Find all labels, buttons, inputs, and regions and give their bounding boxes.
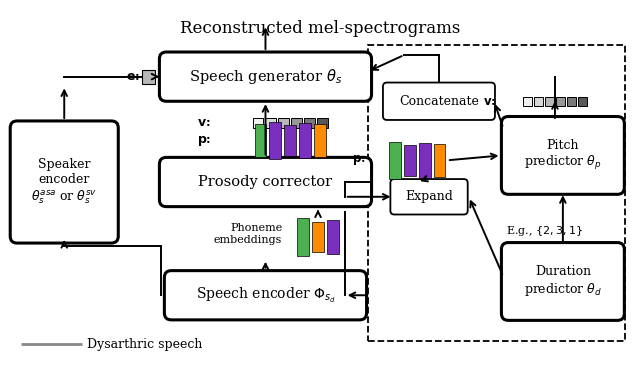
Text: $\mathbf{v}$:: $\mathbf{v}$:: [483, 95, 495, 108]
Bar: [524, 97, 532, 106]
Bar: [314, 124, 326, 157]
Bar: [567, 97, 576, 106]
Bar: [367, 45, 625, 341]
Bar: [556, 97, 565, 106]
Bar: [297, 218, 309, 256]
Text: Speaker
encoder
$\theta_s^{asa}$ or $\theta_s^{sv}$: Speaker encoder $\theta_s^{asa}$ or $\th…: [31, 158, 97, 206]
Text: $\mathbf{p}$:: $\mathbf{p}$:: [352, 153, 365, 167]
Text: $\mathbf{v}$:: $\mathbf{v}$:: [197, 116, 211, 130]
Bar: [389, 142, 401, 179]
FancyBboxPatch shape: [164, 270, 367, 320]
Bar: [266, 118, 276, 128]
Text: Phoneme
embeddings: Phoneme embeddings: [214, 223, 282, 245]
Text: Speech encoder $\Phi_{s_d}$: Speech encoder $\Phi_{s_d}$: [196, 286, 335, 305]
Text: $\mathbf{p}$:: $\mathbf{p}$:: [196, 134, 211, 148]
FancyBboxPatch shape: [10, 121, 118, 243]
Bar: [312, 222, 324, 252]
Bar: [534, 97, 543, 106]
Text: $\mathbf{e}$:: $\mathbf{e}$:: [125, 70, 140, 83]
FancyBboxPatch shape: [501, 243, 625, 320]
Bar: [304, 118, 315, 128]
FancyBboxPatch shape: [501, 116, 625, 194]
FancyBboxPatch shape: [159, 157, 372, 207]
Bar: [317, 118, 328, 128]
Bar: [404, 145, 415, 176]
Bar: [278, 118, 289, 128]
Bar: [255, 124, 266, 157]
Bar: [327, 220, 339, 254]
Text: Expand: Expand: [405, 190, 453, 203]
Bar: [419, 143, 431, 178]
Text: Pitch
predictor $\theta_p$: Pitch predictor $\theta_p$: [524, 139, 602, 172]
Text: Prosody corrector: Prosody corrector: [198, 175, 333, 189]
Bar: [269, 122, 282, 160]
Bar: [141, 70, 156, 84]
Bar: [433, 143, 445, 177]
Text: Reconstructed mel-spectrograms: Reconstructed mel-spectrograms: [180, 19, 460, 36]
FancyBboxPatch shape: [159, 52, 372, 101]
Bar: [545, 97, 554, 106]
Bar: [578, 97, 587, 106]
Text: E.g., $\{2,3,1\}$: E.g., $\{2,3,1\}$: [506, 224, 583, 238]
Text: Concatenate: Concatenate: [399, 95, 479, 108]
Text: Speech generator $\theta_s$: Speech generator $\theta_s$: [189, 67, 342, 86]
FancyBboxPatch shape: [383, 82, 495, 120]
Text: Duration
predictor $\theta_d$: Duration predictor $\theta_d$: [524, 265, 602, 298]
FancyBboxPatch shape: [390, 179, 468, 215]
Bar: [299, 123, 311, 158]
Text: Dysarthric speech: Dysarthric speech: [87, 338, 202, 351]
Bar: [291, 118, 302, 128]
Bar: [284, 125, 296, 157]
Bar: [253, 118, 264, 128]
